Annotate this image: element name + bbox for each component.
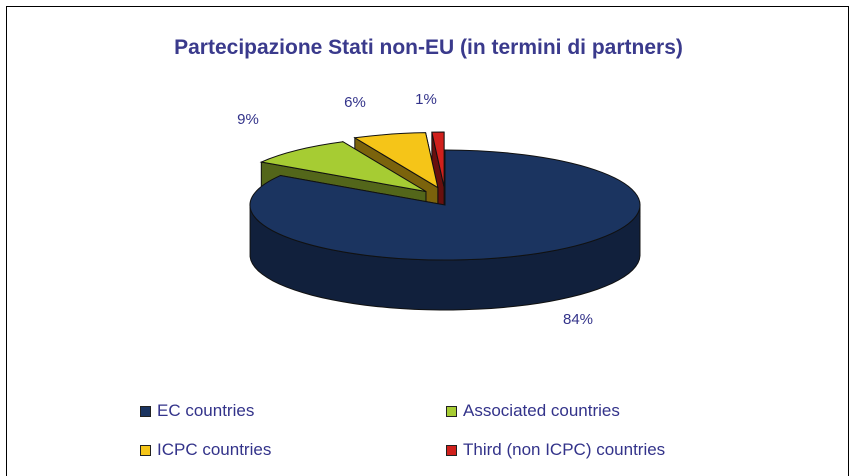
slice-icpc-top [353, 132, 439, 189]
chart-title: Partecipazione Stati non-EU (in termini … [174, 36, 683, 59]
slice-ec-top [249, 149, 641, 261]
value-label-associated: 9% [237, 111, 259, 128]
slice-ec [249, 149, 641, 311]
slice-associated-top [259, 141, 427, 192]
value-label-ec: 84% [563, 311, 593, 328]
slice-third-top [431, 131, 445, 188]
value-label-third: 1% [415, 91, 437, 108]
value-label-icpc: 6% [344, 94, 366, 111]
